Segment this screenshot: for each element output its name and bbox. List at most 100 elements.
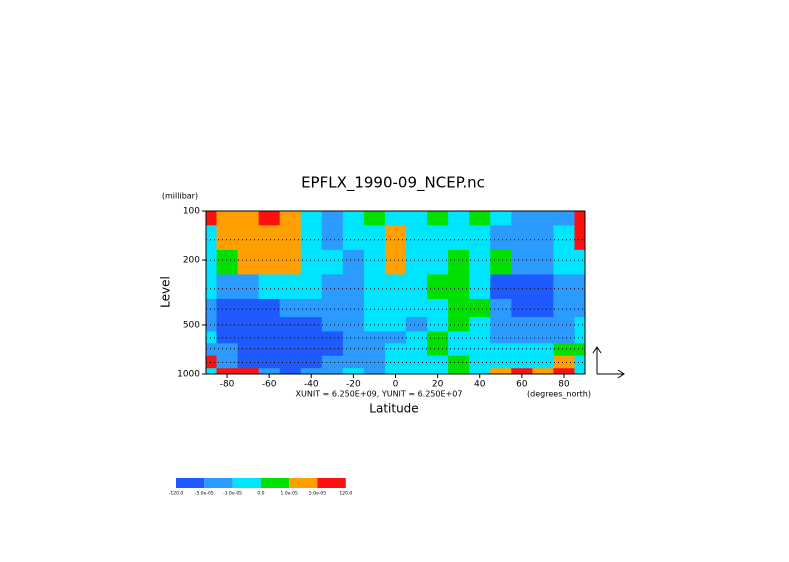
- colorbar-label: -5.0e-05: [195, 491, 214, 497]
- contour-cell: [384, 298, 407, 318]
- contour-cell: [406, 298, 428, 318]
- contour-cell: [448, 368, 470, 375]
- x-unit-label: (degrees_north): [527, 390, 591, 399]
- contour-cell: [321, 249, 344, 275]
- contour-cell: [258, 343, 281, 357]
- contour-cell: [279, 249, 302, 275]
- contour-cell: [237, 317, 260, 332]
- contour-cell: [427, 225, 449, 251]
- contour-cell: [574, 331, 586, 344]
- contour-cell: [427, 331, 449, 344]
- x-tick-label: 0: [393, 380, 399, 390]
- y-tick-label: 200: [183, 256, 200, 266]
- contour-cell: [258, 211, 281, 226]
- contour-cell: [216, 274, 239, 300]
- contour-cell: [216, 343, 239, 357]
- contour-cell: [342, 211, 365, 226]
- contour-cell: [300, 368, 323, 375]
- contour-cell: [258, 368, 281, 375]
- colorbar-label: -1.0e-05: [223, 491, 242, 497]
- contour-cell: [553, 274, 575, 300]
- contour-cell: [532, 274, 554, 300]
- reference-arrow: [592, 346, 625, 379]
- contour-cell: [427, 274, 449, 300]
- contour-cell: [406, 343, 428, 357]
- contour-cell: [574, 225, 586, 251]
- x-tick-label: 60: [516, 380, 528, 390]
- contour-cell: [490, 317, 512, 332]
- contour-cell: [258, 331, 281, 344]
- x-tick-label: 20: [432, 380, 444, 390]
- contour-cell: [490, 298, 512, 318]
- contour-cell: [363, 249, 386, 275]
- contour-cell: [427, 249, 449, 275]
- contour-cell: [258, 298, 281, 318]
- contour-cell: [574, 355, 586, 369]
- contour-cell: [406, 225, 428, 251]
- contour-cell: [469, 225, 491, 251]
- colorbar-box: [204, 478, 233, 488]
- x-tick-label: 40: [474, 380, 486, 390]
- colorbar-box: [176, 478, 205, 488]
- contour-cell: [574, 249, 586, 275]
- contour-cell: [279, 225, 302, 251]
- y-tick-label: 1000: [177, 370, 200, 380]
- contour-cell: [237, 211, 260, 226]
- contour-cell: [237, 225, 260, 251]
- contour-cell: [406, 331, 428, 344]
- contour-cell: [237, 298, 260, 318]
- contour-cell: [406, 249, 428, 275]
- contour-cell: [258, 225, 281, 251]
- contour-cell: [363, 225, 386, 251]
- contour-cell: [574, 274, 586, 300]
- contour-cell: [363, 298, 386, 318]
- contour-cell: [342, 368, 365, 375]
- contour-cell: [490, 211, 512, 226]
- contour-cell: [427, 355, 449, 369]
- contour-cell: [300, 225, 323, 251]
- contour-cell: [342, 331, 365, 344]
- contour-cell: [532, 343, 554, 357]
- contour-cell: [342, 249, 365, 275]
- contour-cell: [258, 274, 281, 300]
- contour-cell: [237, 368, 260, 375]
- contour-cell: [237, 274, 260, 300]
- contour-cell: [532, 225, 554, 251]
- contour-cell: [206, 298, 218, 318]
- contour-cell: [384, 331, 407, 344]
- colorbar-label: 120.0: [339, 491, 352, 497]
- contour-cell: [237, 249, 260, 275]
- contour-cell: [427, 211, 449, 226]
- contour-cell: [448, 211, 470, 226]
- contour-cell: [427, 317, 449, 332]
- contour-cell: [258, 317, 281, 332]
- contour-cell: [300, 331, 323, 344]
- contour-cell: [216, 355, 239, 369]
- contour-cell: [469, 211, 491, 226]
- contour-cell: [300, 298, 323, 318]
- colorbar-label: 0.0: [257, 491, 264, 497]
- contour-cell: [532, 317, 554, 332]
- contour-cell: [300, 211, 323, 226]
- contour-cell: [469, 298, 491, 318]
- contour-cell: [279, 298, 302, 318]
- contour-cell: [258, 249, 281, 275]
- contour-cell: [321, 225, 344, 251]
- contour-cell: [406, 355, 428, 369]
- contour-cell: [321, 331, 344, 344]
- contour-cell: [237, 331, 260, 344]
- contour-cell: [384, 249, 407, 275]
- contour-cell: [469, 343, 491, 357]
- x-axis-label: Latitude: [369, 402, 418, 416]
- contour-cell: [490, 331, 512, 344]
- contour-cell: [511, 274, 533, 300]
- contour-cell: [237, 343, 260, 357]
- contour-cell: [511, 298, 533, 318]
- contour-cell: [321, 211, 344, 226]
- contour-cell: [490, 225, 512, 251]
- contour-cell: [574, 298, 586, 318]
- contour-cell: [553, 249, 575, 275]
- contour-cell: [532, 211, 554, 226]
- colorbar-label: -120.0: [169, 491, 184, 497]
